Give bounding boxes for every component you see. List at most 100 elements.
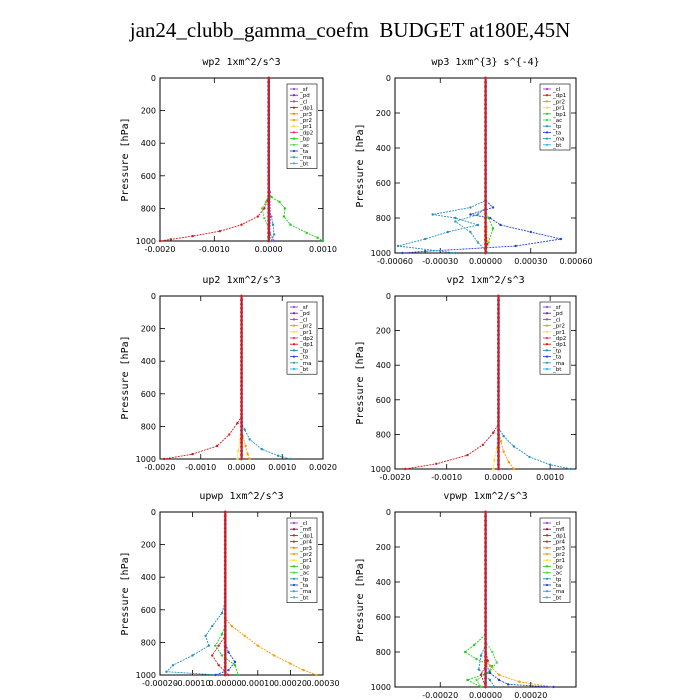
y-tick-label: 600 (141, 390, 156, 399)
x-tick-label: 0.00000 (209, 679, 242, 688)
zero-profile-marker (497, 350, 500, 354)
zero-profile-marker (484, 185, 487, 189)
point-ta (423, 250, 427, 253)
y-tick-label: 1000 (136, 237, 156, 246)
point-pr4 (210, 654, 214, 657)
point-pr4 (227, 673, 230, 677)
series-ta (402, 78, 562, 254)
figure-title: jan24_clubb_gamma_coefm BUDGET at180E,45… (129, 18, 571, 42)
legend-label: _cl (552, 87, 561, 93)
y-tick-label: 1000 (371, 683, 391, 692)
point-tp (289, 457, 292, 461)
zero-profile-marker (484, 133, 487, 137)
zero-profile-marker (267, 182, 271, 186)
zero-profile-marker (484, 203, 487, 207)
y-tick-label: 800 (376, 648, 391, 657)
zero-profile-marker (240, 351, 243, 355)
y-tick-label: 600 (141, 606, 156, 615)
point-tp (502, 434, 505, 438)
point-tp (431, 213, 434, 216)
zero-profile-marker (484, 216, 487, 220)
zero-profile-marker (484, 207, 487, 211)
panel-upwp: upwp 1xm^2/s^3 Pressure [hPa] 0 200 400 600 80… (120, 491, 340, 688)
legend-marker (292, 100, 296, 103)
zero-profile-marker (484, 523, 487, 527)
legend-marker (545, 112, 549, 115)
zero-profile-marker (497, 324, 500, 328)
zero-profile-marker (223, 522, 227, 526)
legend-label: _ac (299, 143, 309, 149)
y-tick-label: 0 (386, 508, 391, 517)
legend-marker (292, 343, 296, 346)
point-tp (171, 664, 175, 667)
point-tp (479, 654, 483, 657)
legend-marker (545, 546, 549, 549)
zero-profile-marker (484, 212, 487, 216)
zero-profile-marker (497, 467, 500, 471)
point-ta (488, 671, 492, 675)
point-ta (514, 244, 517, 248)
point-pr2 (502, 450, 505, 453)
point-dp1 (162, 457, 166, 461)
zero-profile-marker (223, 653, 227, 657)
legend-marker (545, 367, 549, 371)
point-bp (463, 650, 467, 654)
point-bp (220, 633, 224, 636)
zero-profile-marker (484, 676, 487, 680)
zero-profile-marker (484, 536, 487, 540)
point-pr1 (236, 457, 239, 461)
series-tp (478, 512, 495, 688)
legend-marker (545, 343, 549, 346)
y-axis-label: Pressure [hPa] (355, 340, 366, 424)
point-pr2 (497, 673, 501, 676)
point-tp (512, 445, 516, 448)
zero-profile-marker (223, 612, 227, 616)
legend-label: _dp1 (552, 342, 566, 348)
legend-marker (292, 330, 296, 333)
point-bp1 (487, 216, 490, 220)
point-pr4 (217, 664, 220, 667)
y-tick-label: 0 (151, 292, 156, 301)
zero-profile-marker (497, 402, 500, 406)
zero-profile-marker (240, 294, 243, 298)
series-bp (214, 512, 239, 676)
zero-profile-marker (240, 445, 243, 449)
legend-marker (292, 305, 296, 309)
point-bp (220, 654, 224, 657)
point-ac (263, 216, 266, 220)
zero-profile-marker (267, 88, 271, 92)
legend-marker (292, 324, 296, 327)
point-tp (548, 463, 552, 466)
zero-profile-marker (223, 543, 227, 546)
point-bp (278, 200, 281, 204)
point-pr1 (493, 459, 496, 462)
zero-profile-marker (267, 125, 271, 129)
legend-box (539, 517, 571, 603)
legend-marker (545, 106, 549, 109)
legend-label: _ma (299, 155, 311, 161)
zero-profile-marker (240, 331, 243, 335)
zero-profile-marker (497, 337, 500, 341)
zero-profile-marker (484, 510, 487, 514)
x-tick-label: 0.00020 (274, 679, 307, 688)
legend-label: _pr2 (299, 324, 312, 330)
point-ac (479, 685, 483, 689)
zero-profile-marker (223, 563, 227, 567)
zero-profile-marker (484, 225, 487, 229)
y-tick-label: 200 (376, 543, 391, 552)
point-tp (493, 685, 496, 689)
series-pr2 (224, 512, 317, 676)
point-tp (276, 454, 280, 457)
zero-profile-marker (223, 628, 227, 632)
zero-profile-marker (240, 367, 243, 371)
point-tp (272, 233, 276, 236)
point-ma (476, 213, 480, 216)
legend-label: _bp (299, 564, 310, 570)
legend-label: _pd (299, 311, 310, 317)
legend-label: _tp (299, 348, 309, 354)
zero-profile-marker (497, 311, 500, 315)
point-pr1 (487, 239, 490, 242)
zero-profile-marker (497, 415, 500, 419)
x-tick-label: -0.00020 (422, 691, 458, 700)
zero-profile-marker (240, 404, 243, 408)
